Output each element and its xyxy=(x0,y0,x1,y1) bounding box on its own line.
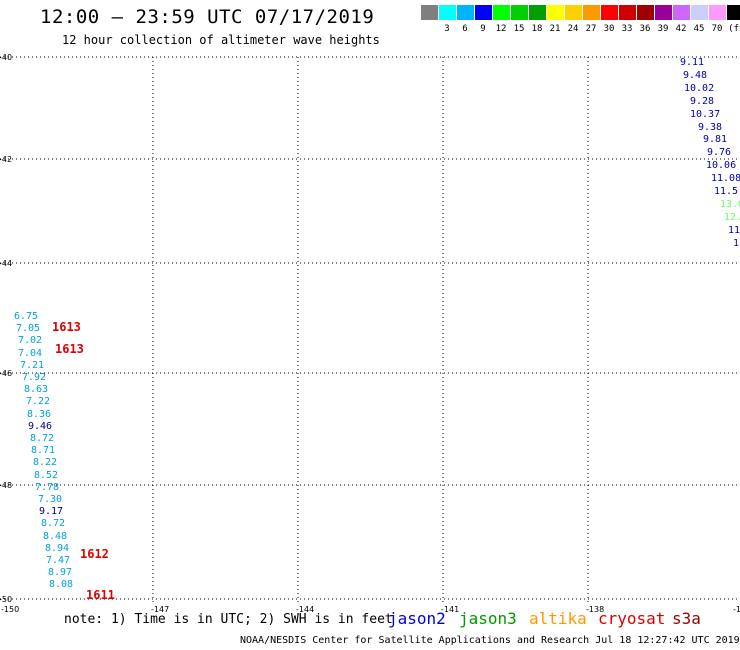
satellite-jason3: jason3 xyxy=(459,609,517,628)
wave-height-value: 10.06 xyxy=(706,160,737,172)
legend-label: 33 xyxy=(621,24,633,34)
legend-label: 15 xyxy=(513,24,525,34)
wave-height-value: 7.47 xyxy=(46,555,71,566)
footnote: note: 1) Time is in UTC; 2) SWH is in fe… xyxy=(64,612,393,627)
wave-height-value: 7.02 xyxy=(18,335,43,347)
legend-swatch xyxy=(457,5,474,20)
legend-swatch xyxy=(637,5,654,20)
lon-label: -13 xyxy=(733,605,740,614)
legend-swatch xyxy=(619,5,636,20)
legend-label: 42 xyxy=(675,24,687,34)
wave-height-value: 7.30 xyxy=(38,494,63,505)
wave-height-value: 7.92 xyxy=(22,372,47,383)
lon-label: -141 xyxy=(441,605,459,614)
legend-swatch xyxy=(529,5,546,20)
wave-height-value: 13.0 xyxy=(720,198,740,210)
wave-height-value: 9.28 xyxy=(690,95,715,107)
wave-height-value: 7.04 xyxy=(18,347,43,359)
legend-swatch xyxy=(655,5,672,20)
legend-label: 30 xyxy=(603,24,615,34)
wave-height-value: 7.78 xyxy=(35,481,60,493)
pass-number-label: 1612 xyxy=(80,547,109,561)
wave-height-value: 11.08 xyxy=(711,173,740,185)
lon-label: -147 xyxy=(151,605,169,614)
legend-swatch xyxy=(727,5,740,20)
legend-swatch xyxy=(709,5,726,20)
wave-height-value: 1 xyxy=(733,237,740,249)
wave-height-value: 8.72 xyxy=(30,433,55,444)
chart-subtitle: 12 hour collection of altimeter wave hei… xyxy=(62,33,380,47)
wave-height-value: 10.37 xyxy=(690,108,721,120)
wave-height-value: 11 xyxy=(728,224,740,236)
wave-height-value: 8.97 xyxy=(48,567,73,579)
legend-swatch xyxy=(511,5,528,20)
pass-number-label: 1613 xyxy=(52,320,81,334)
satellite-altika: altika xyxy=(529,609,587,628)
wave-height-value: 7.05 xyxy=(16,323,41,335)
lat-label: -44 xyxy=(0,259,12,268)
legend-swatch xyxy=(601,5,618,20)
wave-height-value: 8.72 xyxy=(41,518,66,530)
legend-label: 21 xyxy=(549,24,561,34)
wave-height-value: 9.76 xyxy=(707,147,732,159)
wave-height-value: 12. xyxy=(724,211,740,223)
pass-number-label: 1611 xyxy=(86,588,115,602)
wave-height-value: 9.38 xyxy=(698,121,723,133)
legend-label: 3 xyxy=(444,24,450,34)
credit-line: NOAA/NESDIS Center for Satellite Applica… xyxy=(240,635,740,646)
legend-label: 6 xyxy=(462,24,468,34)
wave-height-value: 9.11 xyxy=(680,57,705,68)
legend-label: 24 xyxy=(567,24,579,34)
legend-label: 36 xyxy=(639,24,651,34)
wave-height-value: 7.22 xyxy=(26,396,51,408)
legend-unit: (ft) xyxy=(728,24,740,34)
lat-label: -40 xyxy=(0,53,12,62)
legend-swatch xyxy=(475,5,492,20)
wave-height-value: 9.81 xyxy=(703,134,728,146)
chart-title: 12:00 — 23:59 UTC 07/17/2019 xyxy=(40,6,375,28)
wave-height-value: 10.02 xyxy=(684,82,715,94)
satellite-jason2: jason2 xyxy=(388,609,446,628)
legend-swatch xyxy=(439,5,456,20)
legend-label: 39 xyxy=(657,24,669,34)
lat-label: -46 xyxy=(0,369,12,378)
lat-label: -50 xyxy=(0,595,12,604)
wave-height-value: 8.94 xyxy=(45,542,70,554)
lon-label: -150 xyxy=(1,605,19,614)
legend-swatch xyxy=(673,5,690,20)
wave-height-value: 8.36 xyxy=(27,408,52,420)
wave-height-value: 8.52 xyxy=(34,469,59,481)
wave-height-value: 7.21 xyxy=(20,359,45,371)
satellite-cryosat: cryosat xyxy=(598,609,666,628)
legend-swatch xyxy=(565,5,582,20)
wave-height-value: 8.71 xyxy=(31,445,56,457)
wave-height-value: 8.63 xyxy=(24,384,49,396)
legend-label: 70 xyxy=(711,24,723,34)
legend-swatch xyxy=(691,5,708,20)
wave-height-value: 6.75 xyxy=(14,311,39,322)
wave-height-value: 11.5 xyxy=(714,186,739,197)
legend-label: 45 xyxy=(693,24,705,34)
wave-height-value: 9.46 xyxy=(28,420,53,432)
wave-height-value: 8.48 xyxy=(43,530,68,542)
legend-label: 12 xyxy=(495,24,507,34)
wave-height-value: 9.48 xyxy=(683,69,708,81)
legend-swatch xyxy=(421,5,438,20)
satellite-s3a: s3a xyxy=(672,609,701,628)
legend-label: 9 xyxy=(480,24,486,34)
wave-height-value: 9.17 xyxy=(39,506,64,518)
legend-label: 27 xyxy=(585,24,597,34)
lat-label: -48 xyxy=(0,481,12,490)
lat-label: -42 xyxy=(0,155,12,164)
lon-label: -144 xyxy=(296,605,314,614)
legend-label: 18 xyxy=(531,24,543,34)
lon-label: -138 xyxy=(586,605,604,614)
wave-height-value: 8.08 xyxy=(49,579,74,591)
legend-swatch xyxy=(493,5,510,20)
wave-height-value: 8.22 xyxy=(33,457,58,469)
legend-swatch xyxy=(583,5,600,20)
pass-number-label: 1613 xyxy=(55,342,84,356)
legend-swatch xyxy=(547,5,564,20)
